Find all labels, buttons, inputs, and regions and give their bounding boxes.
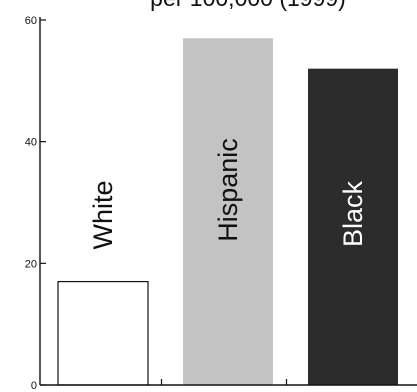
- axes: [39, 17, 417, 386]
- bar-white: [57, 280, 149, 386]
- bar-black: [308, 68, 398, 386]
- chart-title: per 100,000 (1999): [150, 0, 346, 11]
- bar-label-black: Black: [338, 180, 368, 247]
- bar-label-white: White: [88, 180, 118, 249]
- bar-label-hispanic: Hispanic: [213, 138, 243, 242]
- bar-hispanic: [183, 38, 273, 385]
- y-tick-label: 20: [25, 258, 37, 270]
- y-tick-label: 60: [25, 15, 37, 27]
- bars: [57, 38, 398, 386]
- bar-labels: White Hispanic Black: [88, 138, 368, 249]
- y-tick-label: 40: [25, 137, 37, 149]
- y-axis-ticks: 0 20 40 60: [25, 15, 46, 392]
- y-tick-label: 0: [31, 380, 37, 392]
